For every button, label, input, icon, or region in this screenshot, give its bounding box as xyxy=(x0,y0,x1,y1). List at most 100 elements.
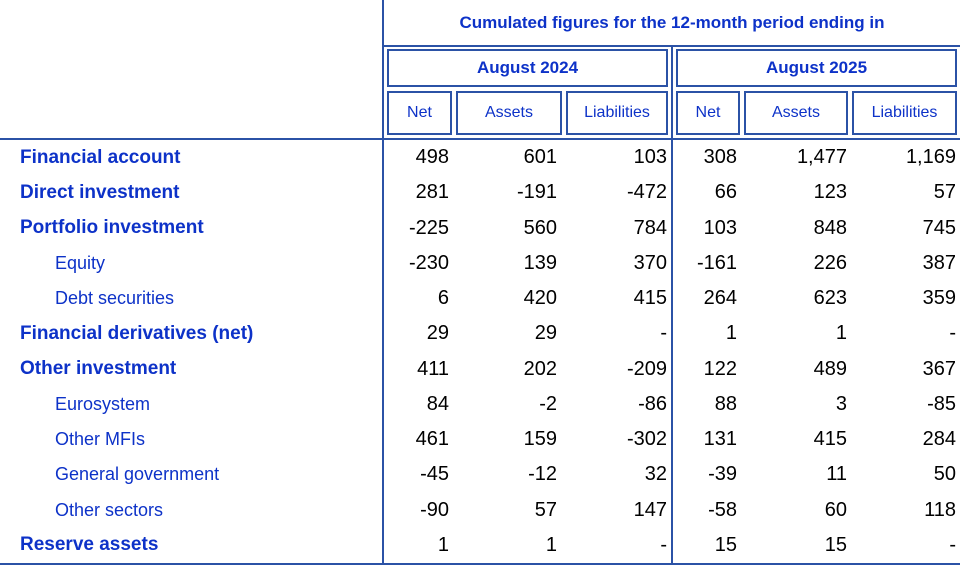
value-cell: 202 xyxy=(523,357,557,380)
value-cell: 15 xyxy=(824,533,847,556)
period-header-august-2024: August 2024 xyxy=(387,49,668,87)
value-cell: 1,169 xyxy=(905,146,956,169)
row-label: Portfolio investment xyxy=(20,217,204,239)
value-cell: -161 xyxy=(696,251,737,274)
value-cell: - xyxy=(660,533,667,556)
value-cell: 57 xyxy=(933,181,956,204)
value-cell: 3 xyxy=(835,392,847,415)
table-row: Other sectors -90 57 147 -58 60 118 xyxy=(0,493,960,528)
value-cell: 623 xyxy=(813,287,847,310)
value-cell: - xyxy=(660,322,667,345)
measure-header-assets-2025: Assets xyxy=(744,91,848,135)
row-label: Financial account xyxy=(20,146,181,168)
measure-header-assets-2024: Assets xyxy=(456,91,562,135)
value-cell: 88 xyxy=(714,392,737,415)
value-cell: 1,477 xyxy=(796,146,847,169)
value-cell: 1 xyxy=(725,322,737,345)
value-cell: - xyxy=(949,533,956,556)
value-cell: 601 xyxy=(523,146,557,169)
value-cell: 308 xyxy=(703,146,737,169)
measure-header-net-2024: Net xyxy=(387,91,452,135)
value-cell: - xyxy=(949,322,956,345)
row-label: Equity xyxy=(55,252,106,273)
value-cell: 118 xyxy=(924,498,956,521)
value-cell: 415 xyxy=(813,428,847,451)
value-cell: 281 xyxy=(415,181,449,204)
value-cell: 784 xyxy=(633,216,667,239)
value-cell: 461 xyxy=(415,428,449,451)
table-row: General government -45 -12 32 -39 11 50 xyxy=(0,457,960,492)
value-cell: 84 xyxy=(426,392,449,415)
value-cell: -85 xyxy=(927,392,956,415)
value-cell: 415 xyxy=(633,287,667,310)
value-cell: 359 xyxy=(922,287,956,310)
measure-header-net-2025: Net xyxy=(676,91,740,135)
value-cell: 6 xyxy=(437,287,449,310)
value-cell: 103 xyxy=(703,216,737,239)
table-row: Other investment 411 202 -209 122 489 36… xyxy=(0,352,960,387)
value-cell: 1 xyxy=(545,533,557,556)
value-cell: 284 xyxy=(922,428,956,451)
value-cell: 420 xyxy=(523,287,557,310)
value-cell: 264 xyxy=(703,287,737,310)
title-underline xyxy=(382,45,960,47)
value-cell: 57 xyxy=(534,498,557,521)
value-cell: 32 xyxy=(644,463,667,486)
row-label: Debt securities xyxy=(55,288,175,309)
value-cell: 560 xyxy=(523,216,557,239)
label-data-divider xyxy=(382,0,384,565)
row-label: Eurosystem xyxy=(55,393,151,414)
value-cell: 498 xyxy=(415,146,449,169)
value-cell: -472 xyxy=(626,181,667,204)
value-cell: 11 xyxy=(826,463,847,486)
value-cell: -230 xyxy=(408,251,449,274)
value-cell: -225 xyxy=(408,216,449,239)
header-body-divider xyxy=(0,138,960,140)
table-row: Debt securities 6 420 415 264 623 359 xyxy=(0,281,960,316)
value-cell: 50 xyxy=(933,463,956,486)
value-cell: 848 xyxy=(813,216,847,239)
table-title: Cumulated figures for the 12-month perio… xyxy=(459,12,885,32)
value-cell: 122 xyxy=(703,357,737,380)
table-row: Reserve assets 1 1 - 15 15 - xyxy=(0,528,960,563)
table-row: Financial derivatives (net) 29 29 - 1 1 … xyxy=(0,316,960,351)
table-row: Direct investment 281 -191 -472 66 123 5… xyxy=(0,175,960,210)
value-cell: 489 xyxy=(813,357,847,380)
value-cell: 103 xyxy=(633,146,667,169)
row-label: Other sectors xyxy=(55,499,164,520)
row-label: Financial derivatives (net) xyxy=(20,322,254,344)
measure-header-liabilities-2024: Liabilities xyxy=(566,91,668,135)
value-cell: -2 xyxy=(539,392,557,415)
measure-header-liabilities-2025: Liabilities xyxy=(852,91,957,135)
value-cell: 29 xyxy=(426,322,449,345)
value-cell: -58 xyxy=(708,498,737,521)
table-row: Financial account 498 601 103 308 1,477 … xyxy=(0,140,960,175)
row-label: Reserve assets xyxy=(20,534,159,556)
period-group-divider xyxy=(671,47,673,565)
row-label: Other MFIs xyxy=(55,429,146,450)
table-body: Financial account 498 601 103 308 1,477 … xyxy=(0,140,960,563)
value-cell: 66 xyxy=(714,181,737,204)
value-cell: 1 xyxy=(835,322,847,345)
value-cell: 226 xyxy=(813,251,847,274)
value-cell: 123 xyxy=(813,181,847,204)
value-cell: 131 xyxy=(703,428,737,451)
period-header-august-2025: August 2025 xyxy=(676,49,957,87)
value-cell: 370 xyxy=(633,251,667,274)
value-cell: -86 xyxy=(638,392,667,415)
value-cell: -191 xyxy=(516,181,557,204)
value-cell: -45 xyxy=(420,463,449,486)
value-cell: 387 xyxy=(922,251,956,274)
value-cell: 411 xyxy=(417,357,449,380)
value-cell: -209 xyxy=(626,357,667,380)
value-cell: -39 xyxy=(708,463,737,486)
table-row: Other MFIs 461 159 -302 131 415 284 xyxy=(0,422,960,457)
row-label: General government xyxy=(55,464,220,485)
row-label: Other investment xyxy=(20,358,177,380)
value-cell: 159 xyxy=(523,428,557,451)
value-cell: -12 xyxy=(528,463,557,486)
row-label: Direct investment xyxy=(20,181,180,203)
table-row: Eurosystem 84 -2 -86 88 3 -85 xyxy=(0,387,960,422)
value-cell: 147 xyxy=(633,498,667,521)
